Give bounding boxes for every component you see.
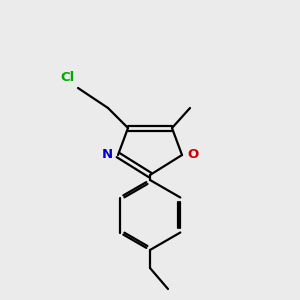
- Text: N: N: [102, 148, 113, 161]
- Text: O: O: [187, 148, 198, 161]
- Text: Cl: Cl: [61, 71, 75, 84]
